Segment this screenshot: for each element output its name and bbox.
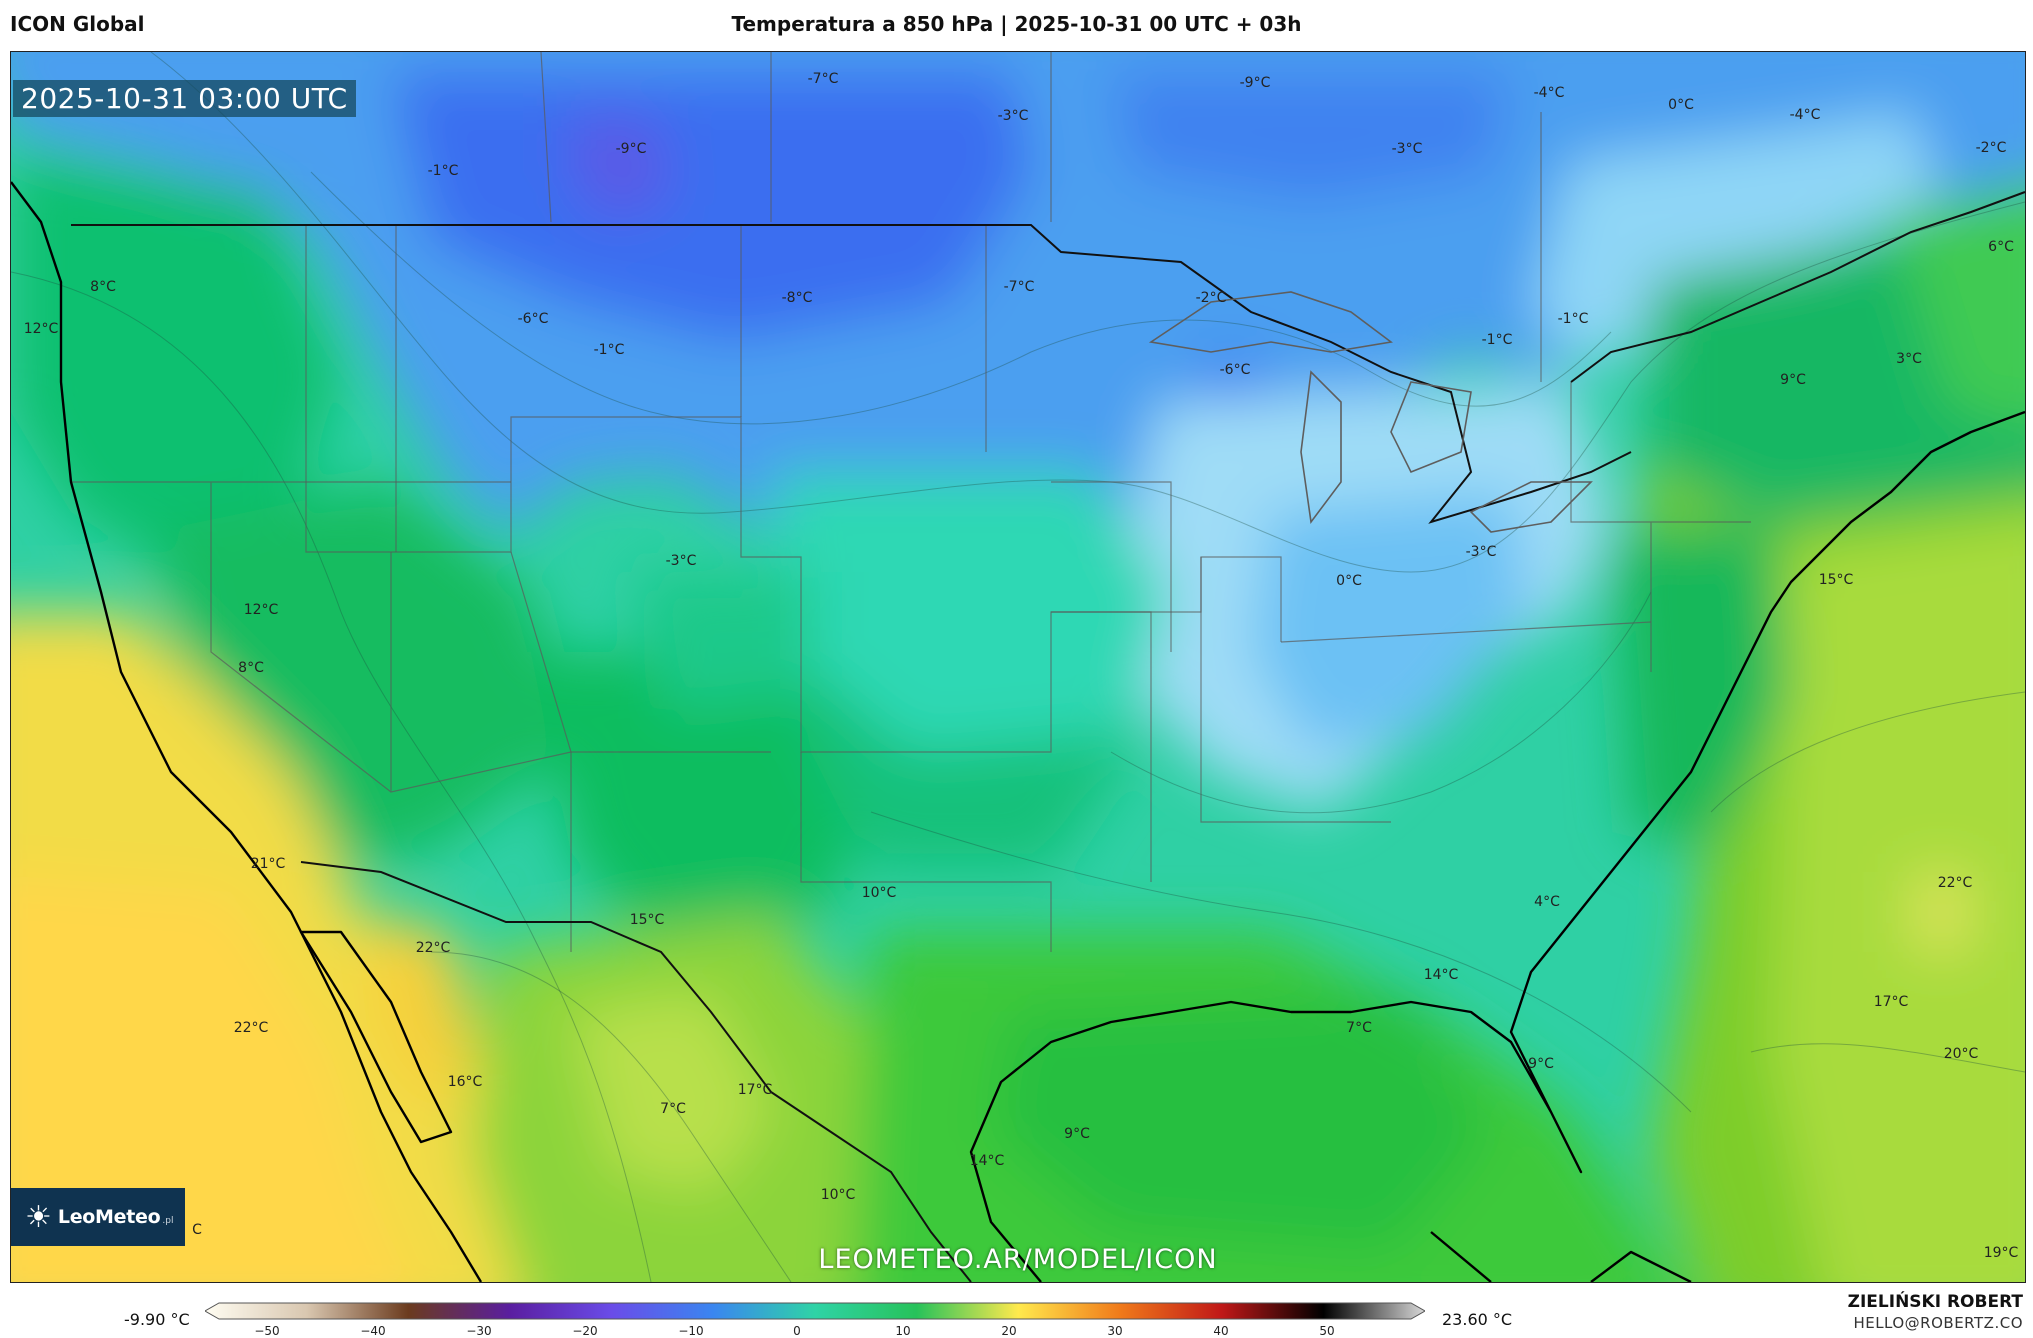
temperature-label: 10°C bbox=[861, 885, 897, 901]
temperature-label: 22°C bbox=[1937, 875, 1973, 891]
temperature-label: 8°C bbox=[90, 279, 116, 295]
colorbar-tick-label: −10 bbox=[678, 1324, 704, 1338]
author-email: HELLO@ROBERTZ.CO bbox=[1853, 1314, 2023, 1332]
temperature-label: 15°C bbox=[629, 912, 665, 928]
temperature-label: 8°C bbox=[238, 660, 264, 676]
colorbar-tick-label: 30 bbox=[1107, 1324, 1123, 1338]
map-panel[interactable]: 2025-10-31 03:00 UTC -7°C -9°C -3°C -4°C 0°C… bbox=[10, 51, 2026, 1283]
temperature-label: -7°C bbox=[1003, 279, 1035, 295]
logo-suffix: .pl bbox=[162, 1216, 174, 1226]
temperature-label: 4°C bbox=[1534, 894, 1560, 910]
temperature-label: -9°C bbox=[1239, 75, 1271, 91]
temperature-label: 20°C bbox=[1943, 1046, 1979, 1062]
temperature-label: -2°C bbox=[1195, 290, 1227, 306]
temperature-label: -4°C bbox=[1789, 107, 1821, 123]
temperature-label: -6°C bbox=[517, 311, 549, 327]
logo-text: LeoMeteo bbox=[57, 1206, 161, 1228]
temperature-label: 7°C bbox=[1346, 1020, 1372, 1036]
colorbar-tick-label: −50 bbox=[254, 1324, 280, 1338]
model-name: ICON Global bbox=[10, 12, 145, 36]
temperature-label: 16°C bbox=[447, 1074, 483, 1090]
colorbar-min-label: -9.90 °C bbox=[124, 1310, 190, 1329]
author-name: ZIELIŃSKI ROBERT bbox=[1847, 1292, 2023, 1312]
temperature-label: 19°C bbox=[1983, 1245, 2019, 1261]
colorbar-max-label: 23.60 °C bbox=[1442, 1310, 1513, 1329]
temperature-label: 3°C bbox=[1896, 351, 1922, 367]
valid-time: 2025-10-31 03:00 UTC bbox=[13, 80, 356, 117]
temperature-label: 15°C bbox=[1818, 572, 1854, 588]
colorbar-tick-label: −30 bbox=[466, 1324, 492, 1338]
colorbar-tick-label: 50 bbox=[1319, 1324, 1335, 1338]
colorbar-tick-label: −40 bbox=[360, 1324, 386, 1338]
temperature-label: 12°C bbox=[23, 321, 59, 337]
temperature-label: -1°C bbox=[1481, 332, 1513, 348]
colorbar-tick-label: 20 bbox=[1001, 1324, 1017, 1338]
temperature-label: -7°C bbox=[807, 71, 839, 87]
colorbar-tick-label: 0 bbox=[793, 1324, 801, 1338]
temperature-label: -2°C bbox=[1975, 140, 2007, 156]
url-watermark: LEOMETEO.AR/MODEL/ICON bbox=[818, 1244, 1218, 1275]
temperature-label: 22°C bbox=[233, 1020, 269, 1036]
temperature-label: -1°C bbox=[1557, 311, 1589, 327]
colorbar-tick-label: 10 bbox=[895, 1324, 911, 1338]
temperature-label: 14°C bbox=[969, 1153, 1005, 1169]
colorbar-tick-label: 40 bbox=[1213, 1324, 1229, 1338]
footer: -9.90 °C −50 −40 −30 −20 −10 0 10 20 30 40 50 23.6… bbox=[0, 1282, 2033, 1338]
temperature-label: -8°C bbox=[781, 290, 813, 306]
sun-icon: ☀ bbox=[25, 1199, 52, 1235]
temperature-label: -1°C bbox=[427, 163, 459, 179]
colorbar-tick-label: −20 bbox=[572, 1324, 598, 1338]
colorbar bbox=[205, 1302, 1425, 1320]
temperature-label: -3°C bbox=[665, 553, 697, 569]
temperature-label: 17°C bbox=[1873, 994, 1909, 1010]
temperature-label: -4°C bbox=[1533, 85, 1565, 101]
temperature-label: -6°C bbox=[1219, 362, 1251, 378]
temperature-label: 0°C bbox=[1336, 573, 1362, 589]
temperature-label: 9°C bbox=[1064, 1126, 1090, 1142]
map-title: Temperatura a 850 hPa | 2025-10-31 00 UT… bbox=[731, 12, 1302, 36]
temperature-label: 17°C bbox=[737, 1082, 773, 1098]
temperature-label: 7°C bbox=[660, 1101, 686, 1117]
temperature-label: 6°C bbox=[1988, 239, 2014, 255]
temperature-label: 9°C bbox=[1780, 372, 1806, 388]
temperature-label: 14°C bbox=[1423, 967, 1459, 983]
temperature-label: 21°C bbox=[250, 856, 286, 872]
temperature-label: -3°C bbox=[1465, 544, 1497, 560]
temperature-label: -1°C bbox=[593, 342, 625, 358]
temperature-label: 12°C bbox=[243, 602, 279, 618]
temperature-label: -9°C bbox=[615, 141, 647, 157]
temperature-label: 22°C bbox=[415, 940, 451, 956]
temperature-label: 9°C bbox=[1528, 1056, 1554, 1072]
temperature-label: -3°C bbox=[997, 108, 1029, 124]
temperature-label: C bbox=[192, 1222, 202, 1238]
leometeo-logo[interactable]: ☀ LeoMeteo .pl bbox=[11, 1188, 185, 1246]
temperature-field bbox=[11, 52, 2025, 1282]
header: ICON Global Temperatura a 850 hPa | 2025… bbox=[0, 0, 2033, 50]
temperature-label: 0°C bbox=[1668, 97, 1694, 113]
temperature-label: -3°C bbox=[1391, 141, 1423, 157]
temperature-label: 10°C bbox=[820, 1187, 856, 1203]
